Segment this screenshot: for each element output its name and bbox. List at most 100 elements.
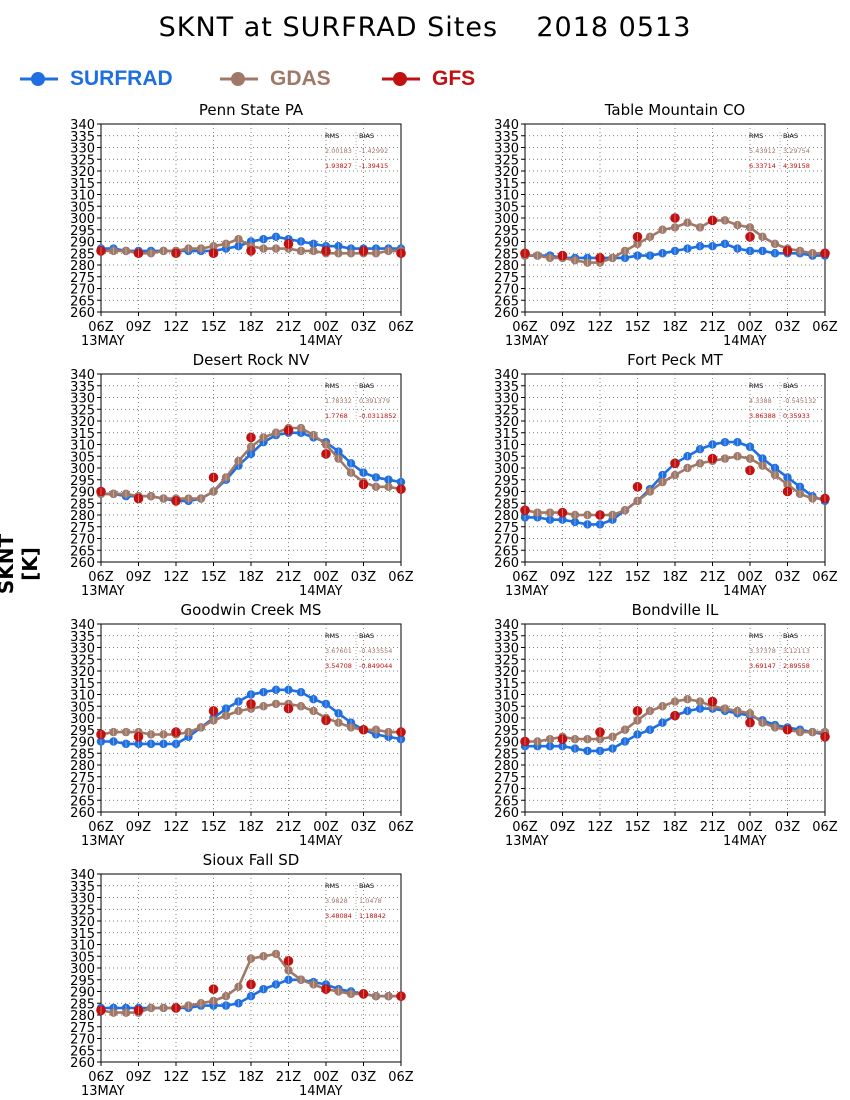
y-tick-label: 295 bbox=[70, 224, 95, 239]
x-tick-label: 21Z bbox=[276, 820, 302, 835]
x-tick-label: 09Z bbox=[126, 820, 152, 835]
y-tick-label: 300 bbox=[494, 712, 519, 727]
x-tick-label: 06Z bbox=[388, 570, 414, 585]
y-tick-label: 310 bbox=[70, 189, 95, 204]
y-tick-label: 315 bbox=[494, 177, 519, 192]
y-tick-label: 300 bbox=[70, 712, 95, 727]
y-tick-label: 270 bbox=[70, 783, 95, 798]
stats-header-bias: BIAS bbox=[359, 382, 374, 390]
y-tick-label: 275 bbox=[494, 271, 519, 286]
y-tick-label: 340 bbox=[494, 618, 519, 633]
y-tick-label: 265 bbox=[70, 794, 95, 809]
chart-title: Penn State PA bbox=[199, 101, 304, 119]
page-title: SKNT at SURFRAD Sites 2018 0513 bbox=[158, 12, 692, 43]
y-tick-label: 310 bbox=[70, 439, 95, 454]
series-gfs bbox=[96, 425, 406, 506]
y-tick-label: 340 bbox=[494, 118, 519, 133]
x-tick-label: 18Z bbox=[238, 820, 264, 835]
y-tick-label: 270 bbox=[494, 283, 519, 298]
stats-bias-gdas: -0.433554 bbox=[359, 647, 392, 655]
stats-bias-gfs: 1.18842 bbox=[359, 912, 386, 920]
y-tick-label: 325 bbox=[494, 153, 519, 168]
date-label: 13MAY bbox=[81, 334, 125, 349]
x-tick-label: 00Z bbox=[313, 820, 339, 835]
x-tick-label: 09Z bbox=[550, 320, 576, 335]
stats-header-rms: RMS bbox=[325, 132, 339, 140]
x-tick-label: 03Z bbox=[351, 1070, 377, 1085]
x-tick-label: 18Z bbox=[238, 570, 264, 585]
y-tick-label: 275 bbox=[70, 771, 95, 786]
y-tick-label: 275 bbox=[494, 521, 519, 536]
y-tick-label: 315 bbox=[70, 427, 95, 442]
chart-fort-peck-mt: Fort Peck MT2602652702752802852902953003… bbox=[494, 351, 838, 599]
y-tick-label: 315 bbox=[70, 677, 95, 692]
series-surfrad bbox=[96, 685, 406, 749]
y-tick-label: 285 bbox=[494, 497, 519, 512]
y-tick-label: 290 bbox=[70, 486, 95, 501]
stats-rms-gdas: 3.67601 bbox=[325, 647, 352, 655]
date-label: 14MAY bbox=[723, 834, 767, 849]
stats-bias-gdas: 1.0478 bbox=[359, 897, 382, 905]
y-tick-label: 335 bbox=[494, 630, 519, 645]
y-tick-label: 325 bbox=[70, 653, 95, 668]
y-tick-label: 265 bbox=[494, 794, 519, 809]
y-tick-label: 290 bbox=[494, 736, 519, 751]
y-tick-label: 310 bbox=[494, 439, 519, 454]
stats-rms-gdas: 5.43912 bbox=[749, 147, 776, 155]
y-tick-label: 270 bbox=[70, 283, 95, 298]
y-tick-label: 330 bbox=[70, 142, 95, 157]
x-tick-label: 06Z bbox=[512, 320, 538, 335]
y-tick-label: 285 bbox=[70, 247, 95, 262]
x-tick-label: 12Z bbox=[163, 320, 189, 335]
stats-rms-gdas: 4.3388 bbox=[749, 397, 772, 405]
y-tick-label: 310 bbox=[70, 939, 95, 954]
stats-bias-gfs: -0.0311852 bbox=[359, 412, 397, 420]
y-tick-label: 315 bbox=[70, 927, 95, 942]
y-tick-label: 305 bbox=[494, 200, 519, 215]
x-tick-label: 21Z bbox=[276, 320, 302, 335]
x-tick-label: 15Z bbox=[201, 1070, 227, 1085]
y-tick-label: 330 bbox=[70, 642, 95, 657]
y-tick-label: 290 bbox=[494, 486, 519, 501]
x-tick-label: 12Z bbox=[587, 570, 613, 585]
x-tick-label: 00Z bbox=[313, 1070, 339, 1085]
y-tick-label: 330 bbox=[494, 142, 519, 157]
x-tick-label: 09Z bbox=[126, 570, 152, 585]
y-tick-label: 310 bbox=[494, 189, 519, 204]
x-tick-label: 15Z bbox=[625, 820, 651, 835]
chart-title: Sioux Fall SD bbox=[203, 851, 300, 869]
y-tick-label: 285 bbox=[70, 997, 95, 1012]
x-tick-label: 18Z bbox=[238, 320, 264, 335]
x-tick-label: 06Z bbox=[88, 820, 114, 835]
y-tick-label: 325 bbox=[70, 403, 95, 418]
y-tick-label: 335 bbox=[70, 630, 95, 645]
legend-marker bbox=[393, 72, 407, 86]
chart-title: Table Mountain CO bbox=[604, 101, 746, 119]
series-gfs bbox=[520, 696, 830, 747]
chart-sioux-fall-sd: Sioux Fall SD 260265270275280285290295300… bbox=[70, 851, 414, 1099]
series-gfs bbox=[520, 453, 830, 520]
x-tick-label: 15Z bbox=[201, 570, 227, 585]
y-tick-label: 285 bbox=[70, 747, 95, 762]
x-tick-label: 00Z bbox=[737, 570, 763, 585]
y-tick-label: 325 bbox=[70, 153, 95, 168]
stats-header-rms: RMS bbox=[749, 132, 763, 140]
x-tick-label: 06Z bbox=[512, 570, 538, 585]
stats-header-bias: BIAS bbox=[783, 632, 798, 640]
y-tick-label: 280 bbox=[70, 509, 95, 524]
y-tick-label: 320 bbox=[494, 165, 519, 180]
legend-swatch-gfs bbox=[382, 72, 420, 86]
x-tick-label: 06Z bbox=[812, 570, 838, 585]
date-label: 13MAY bbox=[505, 834, 549, 849]
legend-label-gdas: GDAS bbox=[270, 67, 331, 90]
x-tick-label: 12Z bbox=[163, 570, 189, 585]
y-tick-label: 265 bbox=[494, 294, 519, 309]
date-label: 13MAY bbox=[81, 584, 125, 599]
y-tick-label: 325 bbox=[70, 903, 95, 918]
stats-bias-gfs: 4.39158 bbox=[783, 162, 810, 170]
y-tick-label: 335 bbox=[494, 380, 519, 395]
y-tick-label: 305 bbox=[70, 450, 95, 465]
x-tick-label: 03Z bbox=[775, 820, 801, 835]
x-tick-label: 15Z bbox=[201, 320, 227, 335]
